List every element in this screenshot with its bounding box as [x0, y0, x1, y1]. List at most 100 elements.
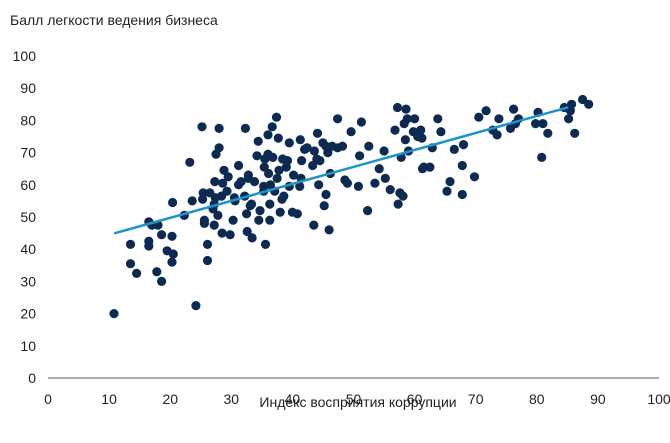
data-point: [481, 106, 491, 116]
data-point: [302, 143, 312, 153]
data-point: [385, 185, 395, 195]
data-point: [402, 114, 412, 124]
data-point: [268, 152, 278, 162]
data-point: [213, 210, 223, 220]
data-point: [275, 207, 285, 217]
data-point: [222, 186, 232, 196]
data-point: [319, 201, 329, 211]
data-point: [263, 130, 273, 140]
data-point: [199, 215, 209, 225]
data-point: [202, 239, 213, 249]
data-point: [321, 189, 331, 200]
data-point: [265, 215, 275, 225]
data-point: [312, 128, 323, 138]
data-point: [236, 177, 246, 187]
data-point: [167, 257, 177, 267]
data-point: [253, 136, 263, 146]
data-point: [132, 268, 142, 278]
x-tick-label: 90: [590, 391, 606, 407]
data-point: [390, 125, 400, 135]
data-point: [425, 162, 435, 172]
x-tick-label: 50: [346, 391, 362, 407]
data-point: [168, 249, 178, 259]
data-point: [469, 172, 480, 182]
data-point: [191, 301, 201, 311]
data-point: [401, 104, 411, 114]
data-point: [109, 309, 119, 319]
x-tick-label: 40: [285, 391, 301, 407]
data-point: [363, 206, 373, 216]
data-point: [240, 123, 250, 133]
data-point: [264, 168, 274, 179]
data-point: [234, 160, 244, 171]
data-point: [225, 230, 235, 240]
data-point: [449, 144, 459, 154]
data-point: [260, 239, 271, 249]
y-axis-title: Балл легкости ведения бизнеса: [10, 12, 218, 28]
data-point: [309, 146, 319, 156]
data-point: [410, 114, 420, 124]
data-point: [538, 119, 548, 129]
data-point: [246, 199, 257, 209]
x-axis-title: Индекс восприятия коррупции: [259, 394, 456, 410]
data-point: [218, 178, 228, 188]
data-point: [125, 239, 136, 249]
y-tick-label: 100: [13, 48, 37, 64]
data-point: [209, 220, 219, 230]
data-point: [458, 140, 469, 150]
data-point: [398, 191, 408, 201]
data-point: [167, 231, 177, 241]
data-point: [252, 151, 262, 161]
data-point: [342, 178, 352, 188]
data-point: [125, 259, 136, 269]
data-point: [255, 206, 265, 216]
y-tick-label: 20: [20, 306, 36, 322]
x-tick-label: 60: [407, 391, 423, 407]
data-point: [214, 143, 224, 153]
data-point: [242, 209, 252, 219]
data-point: [356, 117, 366, 127]
data-point: [168, 197, 178, 208]
data-point: [308, 160, 318, 171]
data-point: [508, 104, 519, 114]
data-point: [537, 152, 547, 162]
data-point: [393, 199, 403, 209]
data-point: [284, 138, 294, 148]
data-point: [249, 177, 260, 187]
data-point: [314, 180, 324, 190]
data-point: [254, 215, 264, 225]
data-point: [202, 255, 213, 266]
data-point: [223, 172, 233, 182]
data-point: [274, 165, 284, 175]
data-point: [271, 112, 282, 122]
data-point: [144, 241, 154, 251]
data-point: [584, 99, 594, 109]
data-point: [228, 215, 238, 225]
data-point: [543, 128, 553, 138]
data-point: [157, 276, 167, 286]
data-point: [564, 114, 574, 124]
data-point: [355, 151, 365, 161]
data-point: [417, 164, 428, 174]
data-point: [400, 135, 410, 145]
y-tick-label: 90: [20, 80, 36, 96]
y-tick-label: 50: [20, 209, 36, 225]
data-point: [433, 114, 443, 124]
data-point: [364, 141, 374, 151]
data-point: [272, 173, 282, 183]
data-points: [109, 94, 594, 319]
data-point: [353, 181, 363, 191]
data-point: [570, 128, 580, 138]
data-point: [392, 102, 403, 113]
y-tick-label: 60: [20, 177, 36, 193]
x-tick-labels: 0 10 20 30 40 50 60 70 80 90 100: [44, 391, 670, 407]
data-point: [265, 199, 275, 209]
data-point: [442, 186, 452, 196]
data-point: [279, 191, 289, 201]
data-point: [295, 181, 305, 191]
y-tick-label: 40: [20, 241, 36, 257]
data-point: [567, 99, 577, 109]
data-point: [333, 114, 343, 124]
x-tick-label: 30: [224, 391, 240, 407]
